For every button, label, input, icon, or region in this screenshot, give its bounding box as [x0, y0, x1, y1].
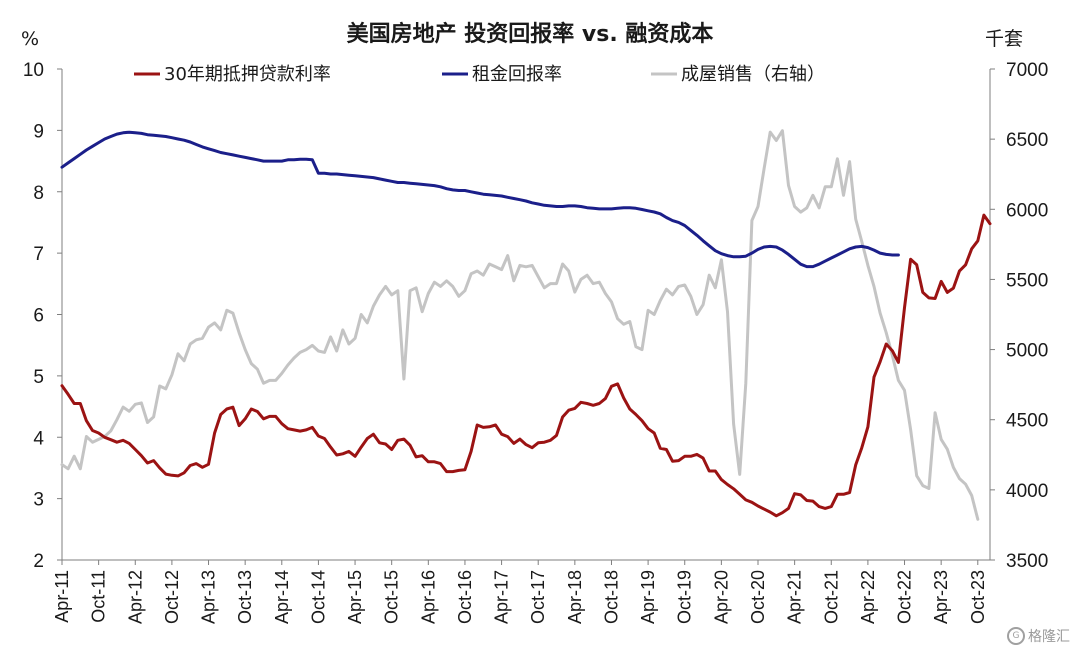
x-tick-label: Oct-22	[895, 570, 915, 624]
left-tick-label: 7	[33, 244, 44, 265]
x-tick-label: Apr-11	[52, 570, 72, 623]
right-tick-label: 4500	[1006, 411, 1048, 432]
x-tick-label: Oct-17	[528, 570, 548, 624]
series-line-existing-home-sales	[60, 129, 980, 521]
x-tick-label: Apr-12	[125, 570, 145, 624]
x-tick-label: Apr-21	[785, 570, 805, 624]
legend: 30年期抵押贷款利率 租金回报率 成屋销售（右轴）	[134, 64, 825, 85]
left-tick-label: 2	[33, 551, 44, 572]
right-tick-label: 6500	[1006, 130, 1048, 151]
x-tick-label: Apr-19	[638, 570, 658, 624]
right-y-axis-ticks: 3500 4000 4500 5000 5500 6000 6500 7000	[990, 60, 1048, 572]
x-tick-label: Oct-12	[162, 570, 182, 624]
watermark-logo-icon: G	[1007, 627, 1025, 645]
x-tick-label: Oct-20	[748, 570, 768, 624]
left-tick-label: 8	[33, 183, 44, 204]
x-tick-label: Apr-14	[272, 570, 292, 624]
left-tick-label: 10	[23, 60, 44, 81]
x-tick-label: Apr-20	[711, 570, 731, 624]
right-axis-unit: 千套	[985, 28, 1023, 50]
right-tick-label: 6000	[1006, 200, 1048, 221]
x-tick-label: Oct-15	[382, 570, 402, 624]
x-tick-label: Oct-11	[89, 570, 109, 623]
left-y-axis-ticks: 2 3 4 5 6 7 8 9 10	[23, 60, 62, 572]
series-line-rental-yield	[60, 130, 900, 269]
x-tick-label: Oct-14	[308, 570, 328, 624]
x-tick-label: Apr-17	[492, 570, 512, 624]
x-tick-label: Apr-22	[858, 570, 878, 624]
right-tick-label: 5500	[1006, 270, 1048, 291]
left-tick-label: 9	[33, 121, 44, 142]
x-tick-label: Apr-13	[199, 570, 219, 624]
left-tick-label: 5	[33, 367, 44, 388]
right-tick-label: 7000	[1006, 60, 1048, 81]
x-tick-label: Oct-19	[675, 570, 695, 624]
x-tick-label: Apr-23	[931, 570, 951, 624]
right-tick-label: 3500	[1006, 551, 1048, 572]
x-tick-label: Apr-18	[565, 570, 585, 624]
right-tick-label: 5000	[1006, 341, 1048, 362]
watermark-text: 格隆汇	[1028, 629, 1070, 645]
watermark: G 格隆汇	[1007, 626, 1070, 646]
x-tick-label: Oct-13	[235, 570, 255, 624]
x-tick-label: Apr-16	[418, 570, 438, 624]
left-tick-label: 3	[33, 490, 44, 511]
legend-label-existing-home-sales: 成屋销售（右轴）	[681, 64, 825, 85]
series-layer	[60, 129, 992, 521]
x-tick-label: Oct-21	[821, 570, 841, 624]
left-axis-unit: %	[21, 28, 39, 50]
x-tick-label: Apr-15	[345, 570, 365, 624]
right-tick-label: 4000	[1006, 481, 1048, 502]
series-line-mortgage-rate	[60, 213, 992, 518]
left-tick-label: 4	[33, 428, 44, 449]
x-axis-ticks: Apr-11 Oct-11 Apr-12 Oct-12 Apr-13 Oct-13 Apr-…	[52, 560, 988, 624]
legend-label-mortgage-rate: 30年期抵押贷款利率	[164, 64, 331, 85]
legend-label-rental-yield: 租金回报率	[472, 64, 562, 85]
x-tick-label: Oct-16	[455, 570, 475, 624]
left-tick-label: 6	[33, 306, 44, 327]
chart-title: 美国房地产 投资回报率 vs. 融资成本	[347, 21, 714, 47]
x-tick-label: Oct-23	[968, 570, 988, 624]
x-tick-label: Oct-18	[601, 570, 621, 624]
